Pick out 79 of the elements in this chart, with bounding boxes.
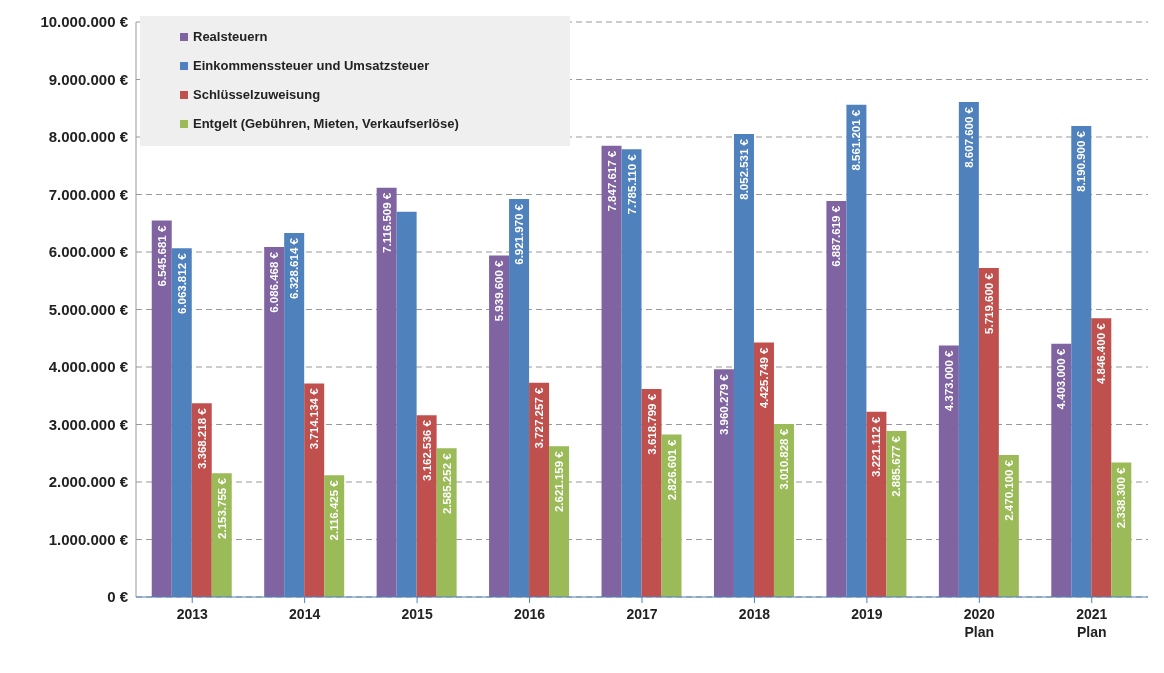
bar (713, 369, 734, 597)
bar (866, 411, 887, 597)
bar (773, 423, 794, 597)
x-tick-label: 2014 (289, 606, 321, 622)
data-label: 8.190.900 € (1075, 130, 1088, 192)
bar (886, 431, 907, 597)
data-label: 5.719.600 € (982, 272, 995, 334)
data-label: 8.607.600 € (962, 106, 975, 168)
data-label: 7.116.509 € (380, 192, 393, 253)
data-label: 8.052.531 € (737, 138, 750, 200)
bar (416, 415, 437, 597)
legend-label: Realsteuern (193, 29, 268, 44)
data-label: 4.373.000 € (942, 349, 955, 412)
y-tick-label: 1.000.000 € (48, 530, 129, 548)
bar (304, 383, 325, 597)
data-label: 3.162.536 € (420, 419, 433, 481)
x-tick-label: 2013 (176, 606, 208, 622)
data-label: 3.727.257 € (533, 387, 546, 449)
data-label: 2.621.159 € (553, 450, 566, 513)
data-label: 6.086.468 € (268, 251, 281, 313)
bar (978, 268, 999, 597)
bar (489, 255, 510, 597)
data-label: 2.116.425 € (328, 479, 341, 541)
y-tick-label: 10.000.000 € (40, 13, 129, 31)
bar (826, 200, 847, 597)
data-label: 2.826.601 € (665, 438, 678, 501)
bar (601, 145, 622, 597)
y-tick-label: 2.000.000 € (48, 473, 129, 491)
y-tick-label: 5.000.000 € (48, 300, 129, 318)
y-tick-label: 6.000.000 € (48, 243, 129, 261)
x-tick-label: 2017 (626, 606, 658, 622)
data-label: 6.887.619 € (830, 205, 843, 267)
data-label: 3.960.279 € (717, 373, 730, 436)
bar (151, 220, 172, 597)
y-tick-label: 8.000.000 € (48, 128, 129, 146)
x-tick-label: 2020 Plan (963, 606, 996, 640)
data-label: 4.425.749 € (757, 346, 770, 409)
data-label: 4.403.000 € (1055, 348, 1068, 410)
y-tick-label: 7.000.000 € (48, 185, 129, 203)
x-tick-label: 2018 (738, 606, 771, 622)
data-label: 7.785.110 € (625, 153, 638, 215)
y-tick-label: 0 € (107, 588, 129, 606)
data-label: 3.368.218 € (195, 407, 208, 470)
data-label: 6.328.614 € (288, 237, 301, 299)
x-tick-label: 2019 (851, 606, 883, 622)
bar (529, 382, 550, 597)
x-tick-label: 2015 (401, 606, 433, 622)
data-label: 2.470.100 € (1002, 459, 1015, 521)
bar (264, 247, 285, 597)
data-label: 6.545.681 € (155, 225, 168, 287)
bar (191, 403, 212, 597)
legend-label: Einkommenssteuer und Umsatzsteuer (193, 58, 430, 73)
bar (1051, 343, 1072, 597)
legend-label: Schlüsselzuweisung (193, 87, 321, 102)
y-tick-label: 9.000.000 € (48, 70, 129, 88)
data-label: 3.618.799 € (645, 393, 658, 455)
data-label: 2.885.677 € (890, 435, 903, 497)
y-tick-label: 4.000.000 € (48, 358, 129, 376)
data-label: 4.846.400 € (1095, 322, 1108, 385)
bar (938, 345, 959, 597)
data-label: 3.010.828 € (777, 428, 790, 490)
data-label: 5.939.600 € (493, 259, 506, 322)
data-label: 6.063.812 € (175, 252, 188, 315)
data-label: 8.561.201 € (850, 109, 863, 171)
y-tick-label: 3.000.000 € (48, 415, 129, 433)
data-label: 2.153.755 € (215, 477, 228, 539)
data-label: 2.585.252 € (440, 452, 453, 515)
x-tick-label: 2021 Plan (1076, 606, 1108, 640)
data-label: 7.847.617 € (605, 150, 618, 212)
bar (753, 342, 774, 597)
data-label: 3.221.112 € (870, 416, 883, 477)
bar (1091, 318, 1112, 597)
legend-label: Entgelt (Gebühren, Mieten, Verkaufserlöse) (193, 116, 459, 131)
x-tick-label: 2016 (513, 606, 546, 622)
data-label: 6.921.970 € (513, 203, 526, 265)
bar (376, 187, 397, 597)
bar (641, 388, 662, 597)
data-label: 2.338.300 € (1115, 466, 1128, 529)
data-label: 3.714.134 € (308, 387, 321, 450)
